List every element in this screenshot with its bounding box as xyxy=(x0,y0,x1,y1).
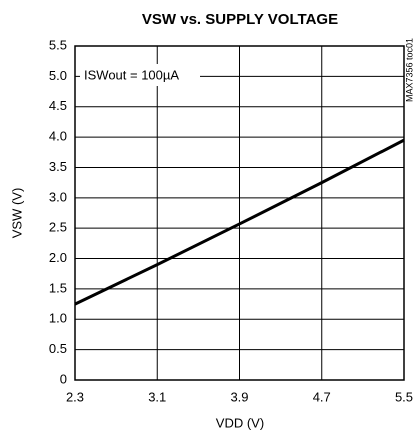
y-axis-label: VSW (V) xyxy=(9,188,24,239)
x-axis-label: VDD (V) xyxy=(216,415,264,430)
y-tick-label: 3.0 xyxy=(49,189,67,204)
x-tick-label: 4.7 xyxy=(313,389,331,404)
x-tick-label: 2.3 xyxy=(66,389,84,404)
x-tick-label: 5.5 xyxy=(395,389,413,404)
annotation: ISWout = 100µA xyxy=(84,67,179,82)
x-tick-label: 3.1 xyxy=(148,389,166,404)
y-tick-label: 5.0 xyxy=(49,68,67,83)
plot-frame xyxy=(74,45,405,381)
side-note: MAX7356 toc01 xyxy=(404,38,414,102)
y-tick-label: 2.5 xyxy=(49,220,67,235)
x-tick-label: 3.9 xyxy=(230,389,248,404)
y-tick-label: 2.0 xyxy=(49,250,67,265)
y-tick-label: 5.5 xyxy=(49,37,67,52)
y-tick-label: 1.0 xyxy=(49,311,67,326)
y-tick-label: 0 xyxy=(60,371,67,386)
chart-title: VSW vs. SUPPLY VOLTAGE xyxy=(142,11,338,28)
y-tick-label: 0.5 xyxy=(49,341,67,356)
annotation-box xyxy=(80,64,200,86)
y-tick-label: 4.0 xyxy=(49,129,67,144)
y-tick-label: 1.5 xyxy=(49,280,67,295)
y-tick-label: 4.5 xyxy=(49,98,67,113)
y-tick-label: 3.5 xyxy=(49,159,67,174)
data-line xyxy=(74,138,405,306)
